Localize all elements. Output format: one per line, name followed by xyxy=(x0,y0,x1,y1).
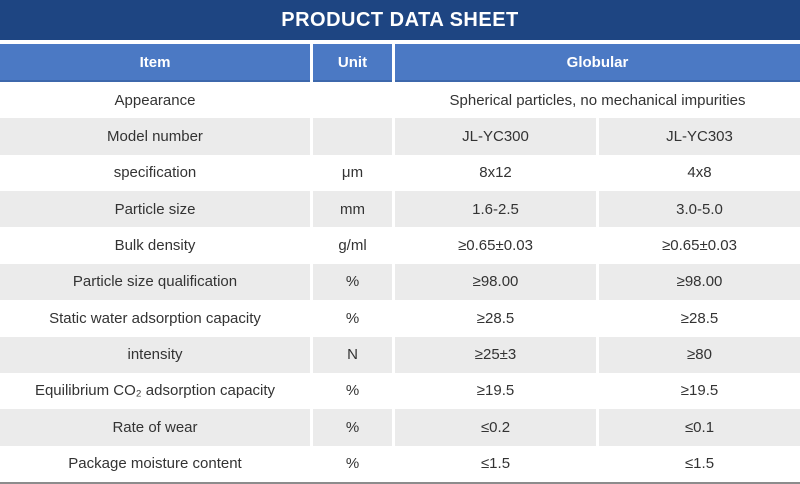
row-unit-label: % xyxy=(313,263,392,301)
header-item: Item xyxy=(0,44,310,82)
row-value-1: ≥98.00 xyxy=(395,263,596,301)
row-unit-label: % xyxy=(313,372,392,410)
row-value-2: ≤0.1 xyxy=(599,409,800,446)
table-row: specification μm 8x12 4x8 xyxy=(0,154,800,192)
table-row: Static water adsorption capacity % ≥28.5… xyxy=(0,300,800,337)
row-unit-label: mm xyxy=(313,191,392,228)
row-unit-label: μm xyxy=(313,154,392,192)
row-value-span: Spherical particles, no mechanical impur… xyxy=(395,82,800,119)
row-value-1: 8x12 xyxy=(395,154,596,192)
row-unit-label xyxy=(313,118,392,155)
spec-table: Item Unit Globular Appearance Spherical … xyxy=(0,40,800,482)
row-item-label: Rate of wear xyxy=(0,409,310,446)
table-row: intensity N ≥25±3 ≥80 xyxy=(0,336,800,373)
row-value-1: ≥19.5 xyxy=(395,372,596,410)
row-value-1: ≥0.65±0.03 xyxy=(395,227,596,264)
row-value-1: ≤0.2 xyxy=(395,409,596,446)
row-value-1: ≤1.5 xyxy=(395,445,596,482)
row-unit-label: N xyxy=(313,336,392,373)
table-row: Particle size qualification % ≥98.00 ≥98… xyxy=(0,263,800,301)
row-value-1: ≥28.5 xyxy=(395,300,596,337)
table-row: Particle size mm 1.6-2.5 3.0-5.0 xyxy=(0,191,800,228)
row-value-2: ≥28.5 xyxy=(599,300,800,337)
row-unit-label xyxy=(313,82,392,119)
row-value-1: ≥25±3 xyxy=(395,336,596,373)
row-item-label: Equilibrium CO₂ adsorption capacity xyxy=(0,372,310,410)
table-row: Bulk density g/ml ≥0.65±0.03 ≥0.65±0.03 xyxy=(0,227,800,264)
title-bar: PRODUCT DATA SHEET xyxy=(0,0,800,40)
row-item-label: Model number xyxy=(0,118,310,155)
row-unit-label: % xyxy=(313,300,392,337)
table-row: Equilibrium CO₂ adsorption capacity % ≥1… xyxy=(0,372,800,410)
row-item-label: Particle size xyxy=(0,191,310,228)
row-item-label: Static water adsorption capacity xyxy=(0,300,310,337)
table-row: Model number JL-YC300 JL-YC303 xyxy=(0,118,800,155)
row-value-2: ≤1.5 xyxy=(599,445,800,482)
row-item-label: intensity xyxy=(0,336,310,373)
row-value-2: JL-YC303 xyxy=(599,118,800,155)
row-value-2: ≥0.65±0.03 xyxy=(599,227,800,264)
row-value-2: 3.0-5.0 xyxy=(599,191,800,228)
row-item-label: Particle size qualification xyxy=(0,263,310,301)
row-item-label: specification xyxy=(0,154,310,192)
row-item-label: Appearance xyxy=(0,82,310,119)
row-value-2: ≥19.5 xyxy=(599,372,800,410)
page-title: PRODUCT DATA SHEET xyxy=(281,8,519,31)
table-body: Appearance Spherical particles, no mecha… xyxy=(0,82,800,482)
row-value-2: ≥80 xyxy=(599,336,800,373)
table-row: Appearance Spherical particles, no mecha… xyxy=(0,82,800,119)
row-item-label: Package moisture content xyxy=(0,445,310,482)
table-row: Rate of wear % ≤0.2 ≤0.1 xyxy=(0,409,800,446)
row-value-1: JL-YC300 xyxy=(395,118,596,155)
header-globular: Globular xyxy=(395,44,800,82)
row-item-label: Bulk density xyxy=(0,227,310,264)
row-value-2: ≥98.00 xyxy=(599,263,800,301)
header-unit: Unit xyxy=(313,44,392,82)
row-unit-label: % xyxy=(313,409,392,446)
row-value-2: 4x8 xyxy=(599,154,800,192)
table-row: Package moisture content % ≤1.5 ≤1.5 xyxy=(0,445,800,482)
table-header-row: Item Unit Globular xyxy=(0,44,800,82)
row-value-1: 1.6-2.5 xyxy=(395,191,596,228)
row-unit-label: % xyxy=(313,445,392,482)
row-unit-label: g/ml xyxy=(313,227,392,264)
